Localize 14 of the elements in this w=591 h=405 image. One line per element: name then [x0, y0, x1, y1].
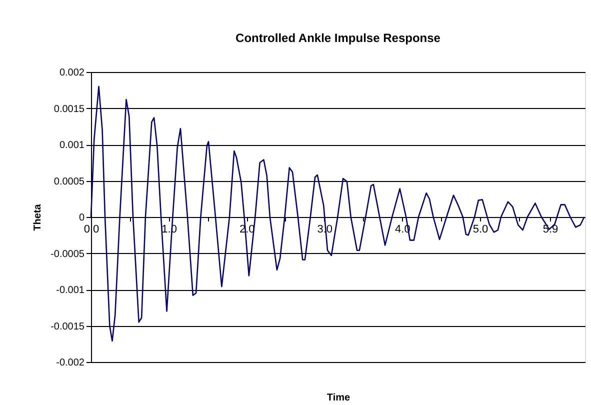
chart-title: Controlled Ankle Impulse Response: [236, 31, 441, 45]
x-tick-label: 5.0: [472, 224, 488, 236]
y-tick-label: 0: [78, 212, 85, 224]
y-tick-label: 0.002: [59, 68, 85, 78]
y-tick-label: -0.001: [56, 285, 85, 296]
x-tick-label: 5.9: [542, 224, 558, 236]
y-tick-label: -0.0005: [50, 248, 85, 260]
y-tick-label: 0.001: [59, 140, 85, 151]
y-tick-label: 0.0015: [54, 104, 85, 115]
y-tick-label: -0.002: [56, 358, 85, 368]
y-axis-title: Theta: [32, 204, 44, 231]
y-tick-label: -0.0015: [50, 321, 85, 332]
x-axis-title: Time: [326, 392, 351, 404]
y-tick-label: 0.0005: [54, 176, 85, 188]
